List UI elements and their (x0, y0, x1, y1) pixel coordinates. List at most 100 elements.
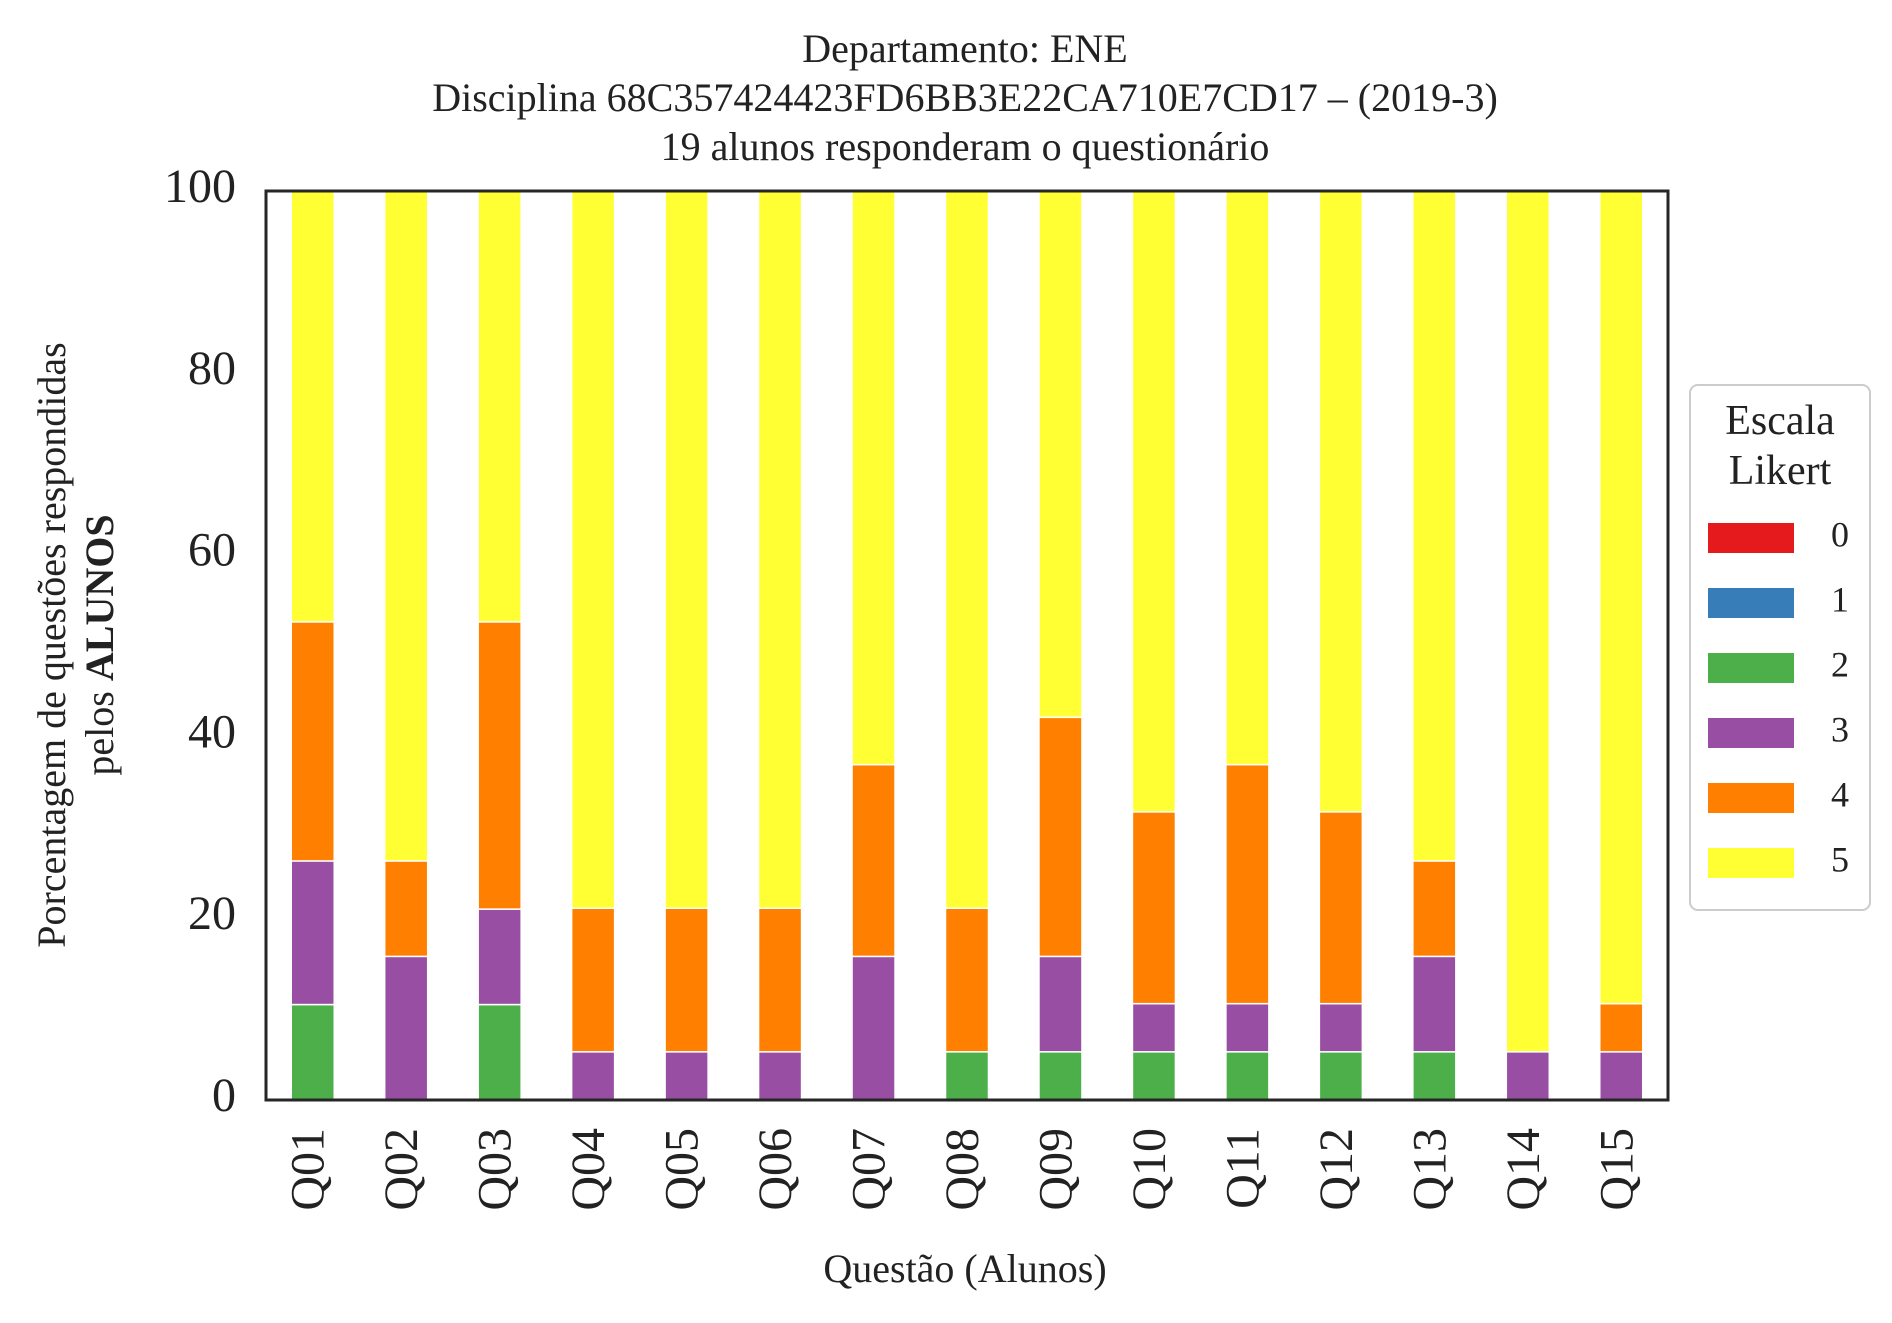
bar-Q11-likert-3 (1225, 1002, 1270, 1053)
bar-Q07-likert-5 (851, 190, 896, 766)
bar-Q13-likert-3 (1412, 955, 1457, 1053)
bar-Q01-likert-3 (290, 860, 335, 1006)
bar-Q04-likert-4 (570, 907, 616, 1053)
bar-Q14-likert-5 (1505, 190, 1551, 1053)
bar-Q09-likert-3 (1038, 955, 1083, 1053)
y-tick-label-40: 40 (188, 705, 236, 758)
bar-Q15-likert-3 (1599, 1051, 1644, 1101)
bar-Q07-likert-4 (851, 763, 896, 958)
bar-Q13-likert-5 (1412, 190, 1457, 862)
chart-title-line-1: Departamento: ENE (802, 26, 1127, 71)
x-tick-label-Q05: Q05 (656, 1128, 709, 1211)
bar-Q06-likert-3 (757, 1051, 803, 1101)
bar-Q10-likert-2 (1131, 1051, 1177, 1101)
bar-Q12-likert-3 (1318, 1002, 1364, 1053)
x-tick-label-Q01: Q01 (282, 1128, 335, 1211)
legend-items: 0 1 2 3 4 5 (1708, 514, 1849, 879)
bar-Q11-likert-2 (1225, 1051, 1270, 1101)
y-tick-label-0: 0 (212, 1069, 236, 1122)
y-tick-label-60: 60 (188, 524, 236, 577)
legend-label-4: 4 (1831, 774, 1849, 814)
x-tick-label-Q13: Q13 (1403, 1128, 1456, 1211)
bar-Q10-likert-5 (1131, 190, 1177, 813)
bar-Q01-likert-5 (290, 190, 335, 623)
legend-label-3: 3 (1831, 709, 1849, 749)
bar-Q03-likert-2 (477, 1003, 522, 1101)
legend-label-2: 2 (1831, 644, 1849, 684)
legend: Escala Likert 0 1 2 3 4 5 (1689, 384, 1871, 911)
x-tick-label-Q12: Q12 (1310, 1128, 1363, 1211)
bar-Q08-likert-2 (944, 1051, 990, 1101)
bar-Q05-likert-5 (664, 190, 709, 909)
bar-Q02-likert-5 (383, 190, 429, 862)
bar-Q13-likert-2 (1412, 1051, 1457, 1101)
bar-Q12-likert-5 (1318, 190, 1364, 813)
plot-area: Q01 Q02 Q03 Q04 Q05 Q06 Q07 Q08 Q09 Q10 Q11 Q12 Q13 Q… (164, 160, 1670, 1211)
bar-Q09-likert-5 (1038, 190, 1083, 719)
bar-Q05-likert-4 (664, 907, 709, 1053)
y-axis-label-bold: ALUNOS (77, 514, 122, 681)
legend-swatch-3 (1708, 718, 1794, 748)
bar-Q07-likert-3 (851, 955, 896, 1101)
bar-Q11-likert-4 (1225, 763, 1270, 1005)
bar-Q03-likert-4 (477, 621, 522, 910)
x-tick-label-Q02: Q02 (375, 1128, 428, 1211)
bar-Q02-likert-3 (383, 955, 429, 1101)
bar-Q10-likert-4 (1131, 811, 1177, 1005)
bar-Q14-likert-3 (1505, 1051, 1551, 1101)
y-axis-label-line-1: Porcentagem de questões respondidas (29, 342, 74, 947)
bar-Q12-likert-4 (1318, 811, 1364, 1005)
y-axis-label-prefix: pelos (77, 681, 122, 775)
x-tick-label-Q07: Q07 (843, 1128, 896, 1211)
y-tick-label-100: 100 (164, 160, 236, 213)
bar-Q10-likert-3 (1131, 1002, 1177, 1053)
legend-swatch-0 (1708, 523, 1794, 553)
legend-swatch-4 (1708, 783, 1794, 813)
y-axis-label-line-2: pelos ALUNOS (77, 514, 122, 775)
legend-swatch-1 (1708, 588, 1794, 618)
legend-title-line-1: Escala (1725, 398, 1835, 444)
bar-Q15-likert-4 (1599, 1002, 1644, 1053)
x-tick-label-Q09: Q09 (1029, 1128, 1082, 1211)
x-tick-label-Q08: Q08 (936, 1128, 989, 1211)
bar-Q12-likert-2 (1318, 1051, 1364, 1101)
bar-Q01-likert-4 (290, 621, 335, 862)
bar-Q06-likert-5 (757, 190, 803, 909)
y-axis-label: Porcentagem de questões respondidas pelo… (29, 342, 122, 947)
legend-box (1689, 384, 1871, 911)
plot-frame (264, 189, 1670, 1102)
bar-Q11-likert-5 (1225, 190, 1270, 766)
bar-Q02-likert-4 (383, 860, 429, 958)
x-tick-label-Q14: Q14 (1497, 1128, 1550, 1211)
legend-swatch-5 (1708, 848, 1794, 878)
legend-swatch-2 (1708, 653, 1794, 683)
bar-Q04-likert-3 (570, 1051, 616, 1101)
x-tick-label-Q06: Q06 (749, 1128, 802, 1211)
bar-Q01-likert-2 (290, 1003, 335, 1101)
bar-Q09-likert-4 (1038, 716, 1083, 958)
y-tick-label-80: 80 (188, 342, 236, 395)
x-tick-label-Q10: Q10 (1123, 1128, 1176, 1211)
legend-label-0: 0 (1831, 514, 1849, 554)
x-axis-label: Questão (Alunos) (823, 1246, 1106, 1291)
chart-title-line-3: 19 alunos responderam o questionário (661, 124, 1270, 169)
bar-Q06-likert-4 (757, 907, 803, 1053)
bar-Q13-likert-4 (1412, 860, 1457, 958)
y-tick-label-20: 20 (188, 887, 236, 940)
chart-title-line-2: Disciplina 68C357424423FD6BB3E22CA710E7C… (432, 75, 1498, 120)
x-tick-label-Q11: Q11 (1216, 1128, 1269, 1209)
legend-label-5: 5 (1831, 839, 1849, 879)
x-tick-label-Q04: Q04 (562, 1128, 615, 1211)
bar-Q05-likert-3 (664, 1051, 709, 1101)
bar-Q15-likert-5 (1599, 190, 1644, 1005)
legend-label-1: 1 (1831, 579, 1849, 619)
x-tick-label-Q03: Q03 (469, 1128, 522, 1211)
bar-Q04-likert-5 (570, 190, 616, 909)
bar-Q03-likert-5 (477, 190, 522, 623)
x-tick-label-Q15: Q15 (1590, 1128, 1643, 1211)
bar-Q09-likert-2 (1038, 1051, 1083, 1101)
legend-title-line-2: Likert (1729, 448, 1832, 494)
bar-Q08-likert-4 (944, 907, 990, 1053)
